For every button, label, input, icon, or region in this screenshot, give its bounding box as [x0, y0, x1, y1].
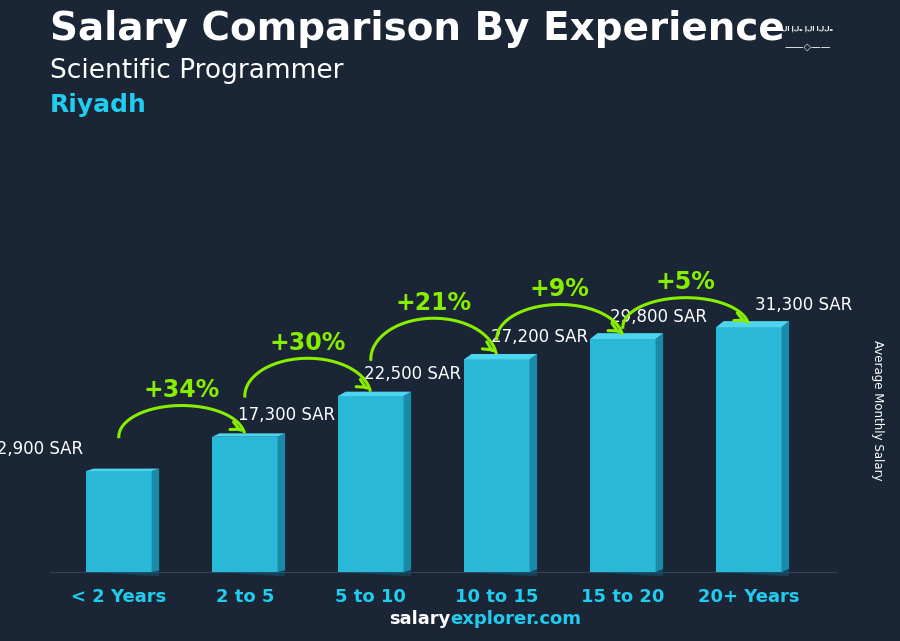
Polygon shape: [590, 569, 663, 576]
Text: Salary Comparison By Experience: Salary Comparison By Experience: [50, 10, 784, 47]
Polygon shape: [655, 333, 663, 572]
Polygon shape: [338, 570, 411, 576]
Text: salary: salary: [389, 610, 450, 628]
Bar: [716, 328, 781, 572]
Polygon shape: [529, 354, 537, 572]
Bar: [338, 396, 403, 572]
Text: explorer.com: explorer.com: [450, 610, 581, 628]
Polygon shape: [781, 321, 789, 572]
Text: لا إله إلا الله: لا إله إلا الله: [782, 26, 833, 32]
Text: +34%: +34%: [144, 378, 220, 402]
Text: +30%: +30%: [270, 331, 346, 355]
Text: 12,900 SAR: 12,900 SAR: [0, 440, 84, 458]
Text: 17,300 SAR: 17,300 SAR: [238, 406, 336, 424]
Polygon shape: [716, 569, 789, 576]
Polygon shape: [716, 321, 789, 328]
Polygon shape: [86, 469, 159, 471]
Polygon shape: [212, 570, 285, 576]
Text: 27,200 SAR: 27,200 SAR: [491, 328, 588, 346]
Text: Scientific Programmer: Scientific Programmer: [50, 58, 343, 84]
Polygon shape: [464, 354, 537, 360]
Text: 22,500 SAR: 22,500 SAR: [364, 365, 462, 383]
Text: +21%: +21%: [396, 291, 472, 315]
Polygon shape: [277, 433, 285, 572]
Text: Riyadh: Riyadh: [50, 93, 147, 117]
Bar: [590, 339, 655, 572]
Text: ——◇——: ——◇——: [785, 42, 831, 52]
Bar: [212, 437, 277, 572]
Polygon shape: [464, 569, 537, 576]
Polygon shape: [590, 333, 663, 339]
Polygon shape: [212, 433, 285, 437]
Bar: [464, 360, 529, 572]
Bar: [86, 471, 151, 572]
Polygon shape: [151, 469, 159, 572]
Text: Average Monthly Salary: Average Monthly Salary: [871, 340, 884, 481]
Text: +5%: +5%: [656, 271, 716, 294]
Text: +9%: +9%: [530, 277, 590, 301]
Polygon shape: [86, 570, 159, 576]
Text: 29,800 SAR: 29,800 SAR: [610, 308, 707, 326]
Polygon shape: [338, 392, 411, 396]
Polygon shape: [403, 392, 411, 572]
Text: 31,300 SAR: 31,300 SAR: [755, 296, 852, 314]
